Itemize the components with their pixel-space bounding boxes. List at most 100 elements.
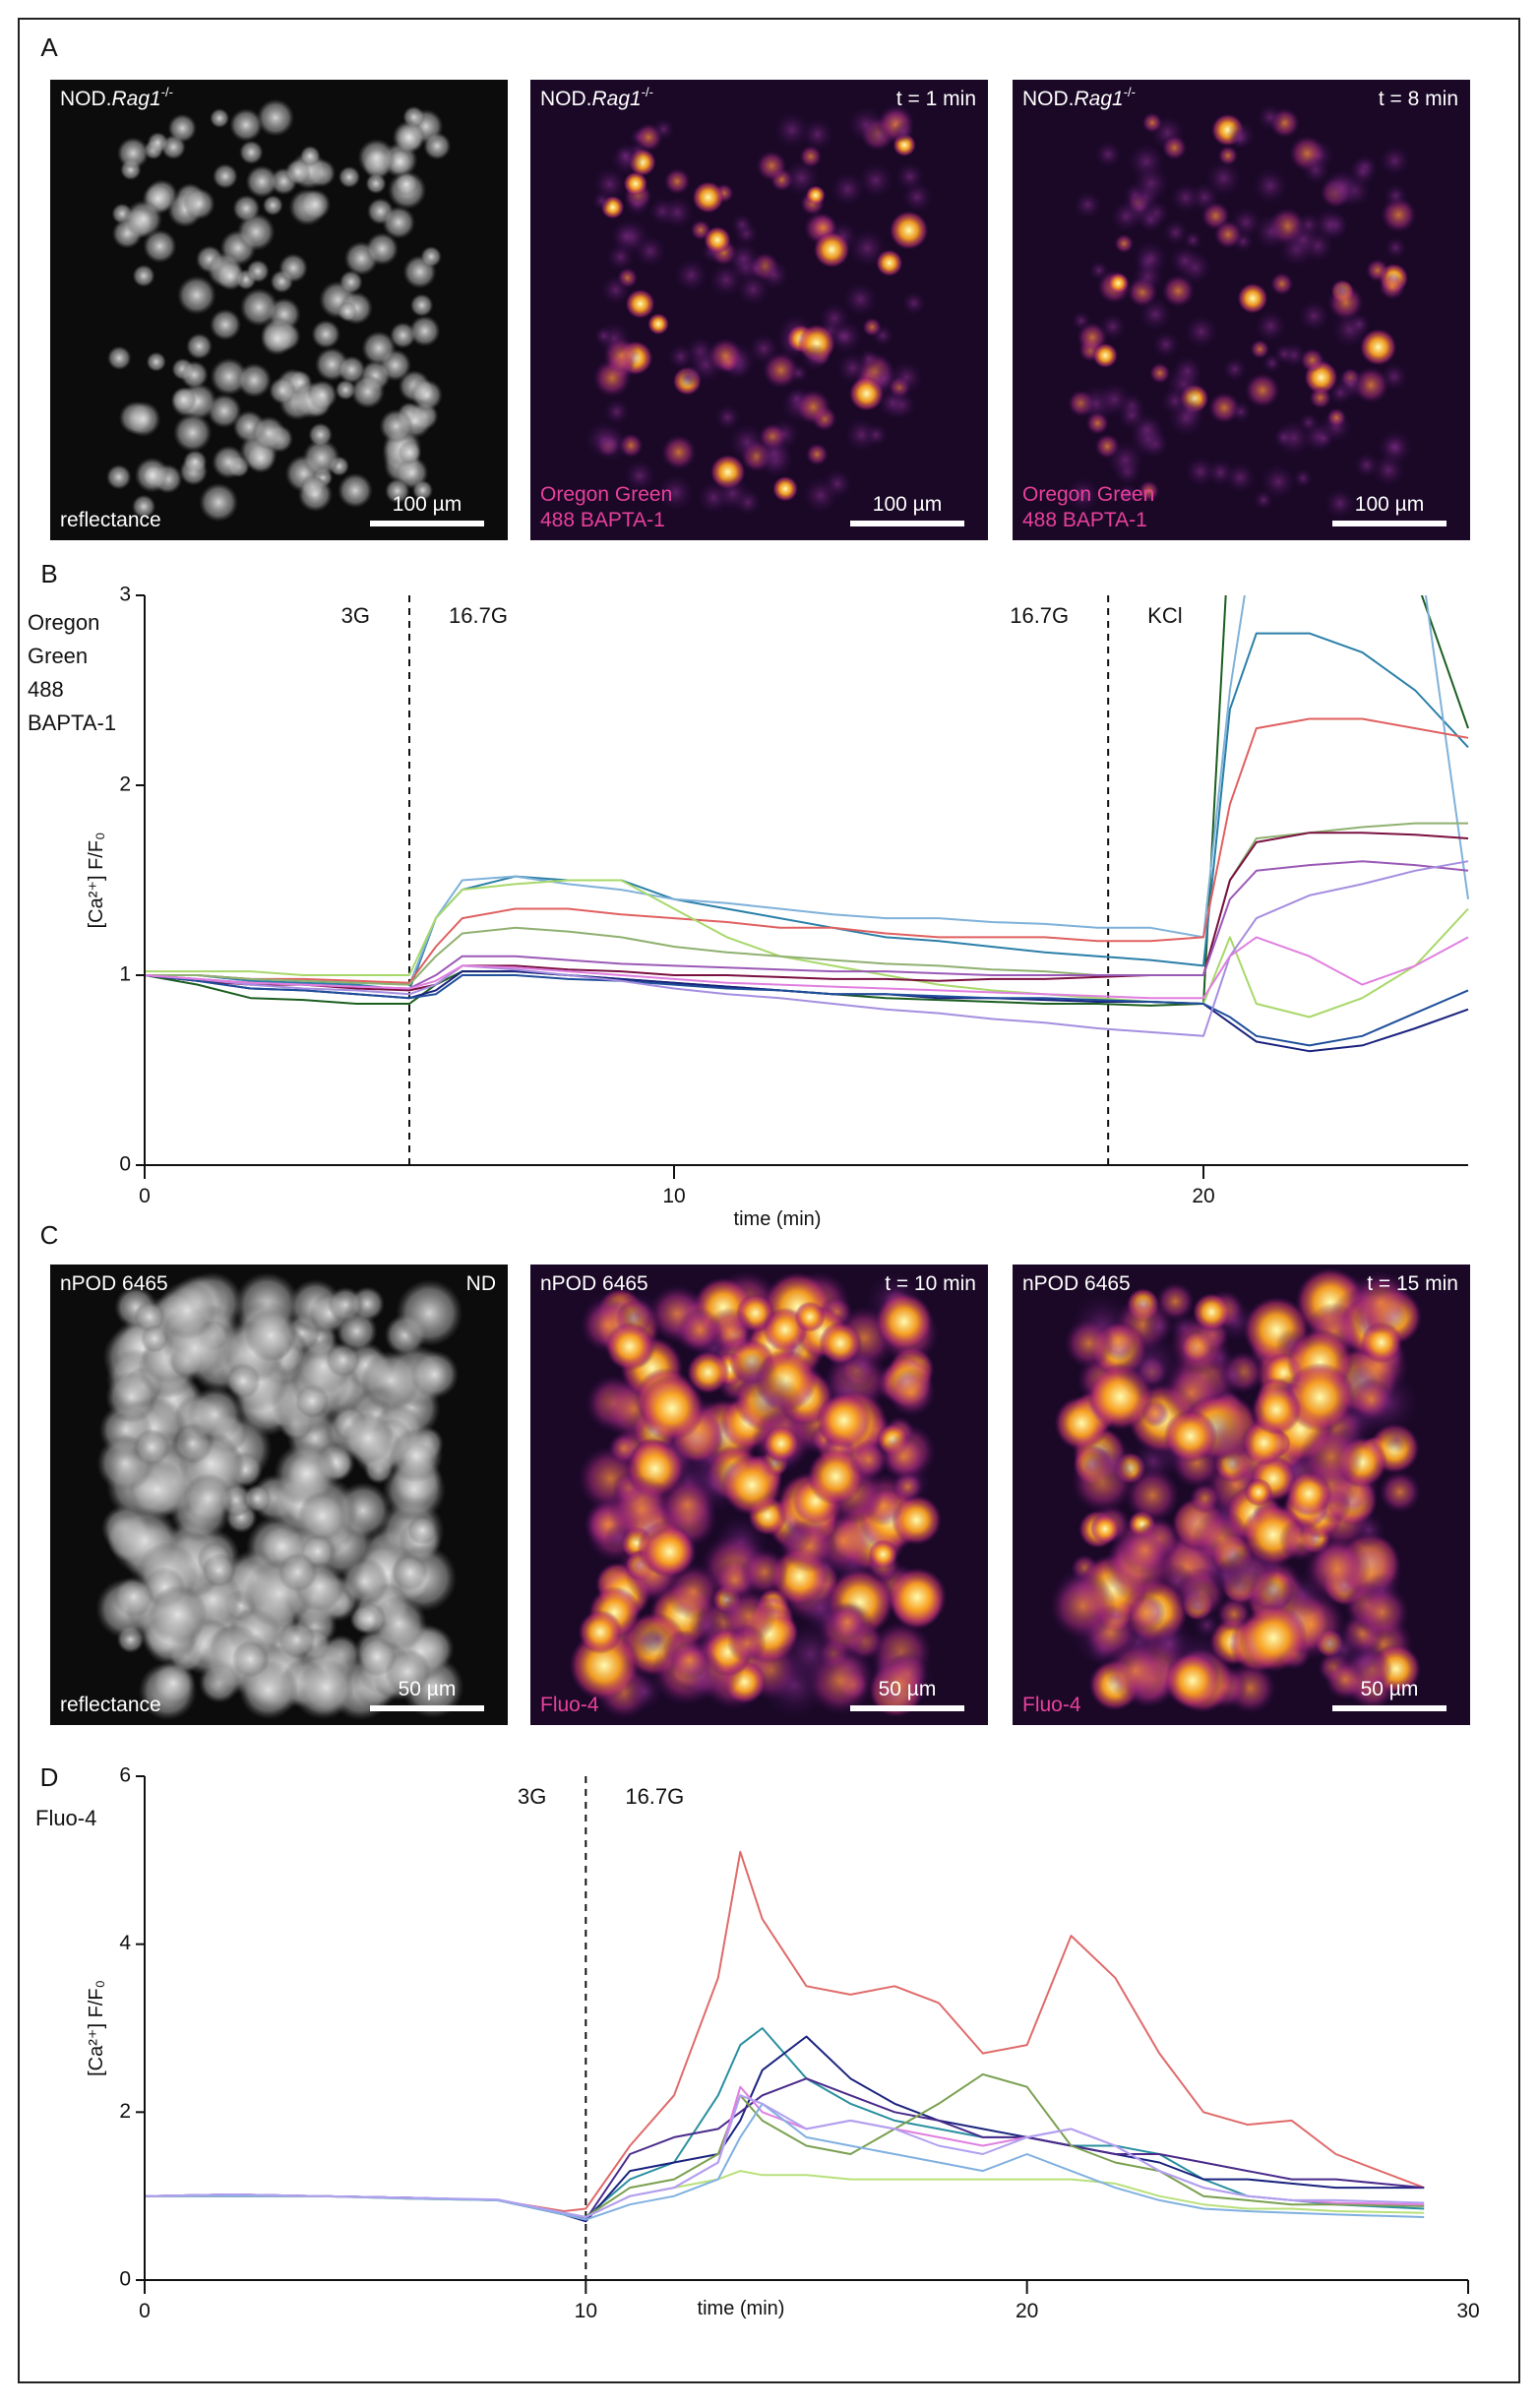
cell	[1239, 1603, 1308, 1673]
cell	[602, 337, 640, 374]
cell	[1244, 372, 1281, 409]
cell	[224, 1363, 262, 1399]
cell	[326, 1342, 361, 1378]
cell	[593, 326, 614, 346]
cell	[134, 1301, 165, 1332]
cell	[1109, 200, 1142, 233]
scale-bar-label: 50 µm	[399, 1678, 457, 1700]
cell	[172, 412, 213, 453]
cell	[868, 1539, 898, 1570]
stain-label: Oregon Green	[1022, 483, 1154, 506]
cell	[592, 425, 630, 463]
series-line	[145, 936, 1469, 1000]
cell	[170, 387, 197, 412]
cell	[245, 442, 277, 473]
cell	[1218, 1360, 1249, 1390]
cell	[1081, 1433, 1139, 1490]
dye-line: Oregon	[28, 610, 106, 635]
cell	[131, 494, 156, 519]
cell	[182, 1473, 234, 1524]
cell	[1349, 1378, 1393, 1422]
cell	[1141, 112, 1163, 134]
cell	[876, 387, 909, 420]
cell	[1132, 163, 1171, 204]
cell	[411, 479, 434, 501]
cell	[603, 398, 631, 426]
cell	[1048, 1572, 1118, 1640]
cell	[212, 445, 246, 479]
y-tick-label: 3	[119, 584, 131, 606]
label-sup: -/-	[642, 85, 653, 99]
scale-bar	[370, 521, 484, 526]
cell	[673, 257, 709, 293]
cell	[713, 403, 742, 431]
stain-label: reflectance	[60, 1694, 161, 1716]
cell	[125, 401, 161, 438]
cell	[132, 264, 155, 287]
label-prefix: NOD.	[60, 88, 112, 110]
label-prefix: nPOD 6465	[60, 1272, 168, 1295]
cell	[1116, 482, 1139, 505]
cell	[239, 287, 278, 327]
cell	[828, 319, 864, 355]
cell	[816, 1392, 872, 1449]
stimulus-before: 3G	[518, 1784, 546, 1809]
stain-label: Fluo-4	[1022, 1694, 1081, 1716]
cell	[1161, 274, 1196, 308]
cell	[1105, 440, 1145, 479]
cell	[1301, 155, 1330, 185]
cell	[1254, 309, 1288, 343]
micrograph	[1013, 1265, 1470, 1725]
cell	[1378, 1470, 1422, 1513]
cell	[389, 1428, 444, 1483]
cell	[141, 1325, 169, 1353]
cell	[660, 195, 695, 230]
cell	[1138, 479, 1160, 502]
cell	[1168, 245, 1200, 277]
cell	[805, 442, 830, 466]
cell	[795, 389, 831, 425]
cell	[269, 377, 296, 404]
y-axis-label: [Ca²⁺] F/F₀	[86, 833, 107, 929]
x-tick-label: 20	[1016, 2300, 1038, 2322]
cell	[236, 213, 276, 252]
cell	[1104, 1639, 1167, 1701]
cell	[423, 132, 452, 160]
cell	[1131, 260, 1165, 294]
cell	[876, 249, 903, 278]
cell	[244, 1309, 298, 1362]
cell	[727, 1624, 768, 1664]
cell	[410, 379, 443, 411]
cell	[1297, 299, 1330, 333]
cell	[772, 111, 811, 149]
panel-letter: A	[40, 32, 58, 62]
cell	[1229, 401, 1253, 423]
cell	[660, 434, 697, 470]
cell	[1256, 103, 1284, 132]
cell	[651, 117, 676, 141]
cell	[755, 434, 794, 472]
image-label: NOD.Rag1-/-	[1022, 85, 1136, 110]
y-tick-label: 2	[119, 773, 131, 796]
series-line	[145, 974, 1469, 1047]
cell	[1348, 1270, 1413, 1335]
cell	[1160, 386, 1191, 416]
cell	[392, 1554, 429, 1591]
cell	[842, 281, 879, 318]
cell	[801, 476, 839, 515]
micrograph	[530, 1265, 988, 1725]
cell	[302, 439, 340, 477]
cell	[297, 476, 334, 513]
y-tick-label: 0	[119, 1153, 131, 1176]
cell	[1299, 347, 1325, 373]
cell	[625, 288, 655, 319]
dye-label: Oregon Green 488 BAPTA-1	[28, 610, 116, 735]
label-sup: -/-	[161, 85, 173, 99]
stain-label: 488 BAPTA-1	[540, 509, 665, 531]
cell	[353, 1602, 387, 1636]
image-label: nPOD 6465	[540, 1272, 648, 1295]
cell	[1298, 1424, 1364, 1490]
cell	[707, 338, 744, 374]
cell	[328, 1286, 364, 1323]
cell	[410, 1350, 460, 1399]
